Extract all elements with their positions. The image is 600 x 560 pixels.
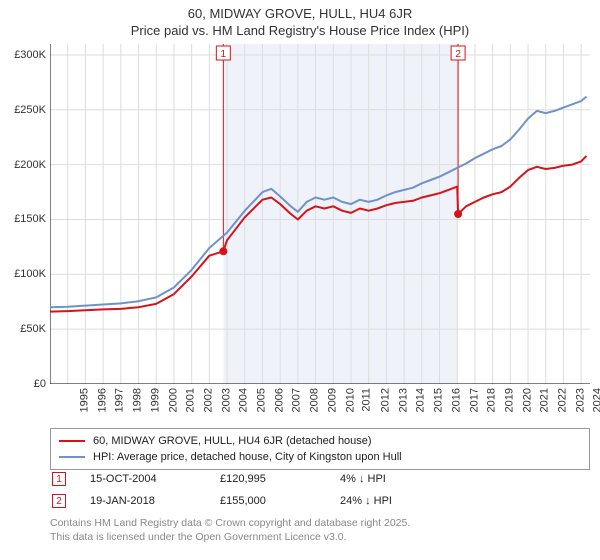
sale-date: 15-OCT-2004 (90, 473, 220, 485)
credits: Contains HM Land Registry data © Crown c… (50, 516, 590, 544)
sale-row: 2 19-JAN-2018 £155,000 24% ↓ HPI (50, 490, 590, 512)
legend-label: 60, MIDWAY GROVE, HULL, HU4 6JR (detache… (93, 433, 372, 449)
title-sub: Price paid vs. HM Land Registry's House … (0, 23, 600, 38)
credit-line: Contains HM Land Registry data © Crown c… (50, 516, 590, 530)
legend-label: HPI: Average price, detached house, City… (93, 449, 402, 465)
svg-text:1: 1 (221, 49, 227, 60)
x-tick-label: 2016 (450, 388, 462, 412)
x-tick-label: 2018 (486, 388, 498, 412)
x-tick-label: 2014 (415, 388, 427, 412)
sale-row: 1 15-OCT-2004 £120,995 4% ↓ HPI (50, 468, 590, 490)
legend-item-property: 60, MIDWAY GROVE, HULL, HU4 6JR (detache… (59, 433, 581, 449)
x-tick-label: 2021 (539, 388, 551, 412)
legend-line-icon (59, 456, 85, 458)
legend: 60, MIDWAY GROVE, HULL, HU4 6JR (detache… (50, 428, 590, 470)
x-tick-label: 1997 (114, 388, 126, 412)
x-tick-label: 1998 (132, 388, 144, 412)
x-tick-label: 2023 (574, 388, 586, 412)
x-tick-label: 2009 (326, 388, 338, 412)
x-tick-label: 2000 (167, 388, 179, 412)
x-tick-label: 2017 (468, 388, 480, 412)
x-tick-label: 2001 (185, 388, 197, 412)
legend-line-icon (59, 440, 85, 442)
x-tick-label: 2008 (309, 388, 321, 412)
svg-text:2: 2 (455, 49, 461, 60)
x-tick-label: 2013 (397, 388, 409, 412)
x-tick-label: 2020 (521, 388, 533, 412)
plot-area: 12 (50, 44, 590, 384)
chart-container: 60, MIDWAY GROVE, HULL, HU4 6JR Price pa… (0, 0, 600, 560)
x-tick-label: 2003 (220, 388, 232, 412)
sale-price: £120,995 (220, 473, 340, 485)
x-tick-label: 2004 (238, 388, 250, 412)
sale-pct: 24% ↓ HPI (340, 495, 470, 507)
sale-badge-icon: 1 (52, 472, 66, 486)
x-tick-label: 2006 (273, 388, 285, 412)
x-tick-label: 2011 (361, 388, 373, 412)
sale-badge-icon: 2 (52, 494, 66, 508)
titles: 60, MIDWAY GROVE, HULL, HU4 6JR Price pa… (0, 0, 600, 38)
x-tick-label: 1995 (78, 388, 90, 412)
x-tick-label: 2019 (503, 388, 515, 412)
y-tick-label: £200K (14, 159, 46, 171)
y-tick-label: £100K (14, 268, 46, 280)
y-tick-label: £50K (20, 323, 46, 335)
x-tick-label: 2024 (592, 388, 600, 412)
x-tick-label: 2010 (344, 388, 356, 412)
x-tick-label: 2007 (291, 388, 303, 412)
y-tick-label: £250K (14, 104, 46, 116)
x-tick-label: 2012 (379, 388, 391, 412)
y-tick-label: £300K (14, 49, 46, 61)
x-tick-label: 1996 (96, 388, 108, 412)
x-tick-label: 2022 (557, 388, 569, 412)
sales-table: 1 15-OCT-2004 £120,995 4% ↓ HPI 2 19-JAN… (50, 468, 590, 512)
legend-item-hpi: HPI: Average price, detached house, City… (59, 449, 581, 465)
credit-line: This data is licensed under the Open Gov… (50, 530, 590, 544)
title-main: 60, MIDWAY GROVE, HULL, HU4 6JR (0, 6, 600, 21)
sale-price: £155,000 (220, 495, 340, 507)
sale-date: 19-JAN-2018 (90, 495, 220, 507)
x-tick-label: 2015 (433, 388, 445, 412)
sale-pct: 4% ↓ HPI (340, 473, 470, 485)
y-tick-label: £150K (14, 213, 46, 225)
x-tick-label: 2005 (256, 388, 268, 412)
x-tick-label: 2002 (202, 388, 214, 412)
x-tick-label: 1999 (149, 388, 161, 412)
y-tick-label: £0 (34, 378, 46, 390)
